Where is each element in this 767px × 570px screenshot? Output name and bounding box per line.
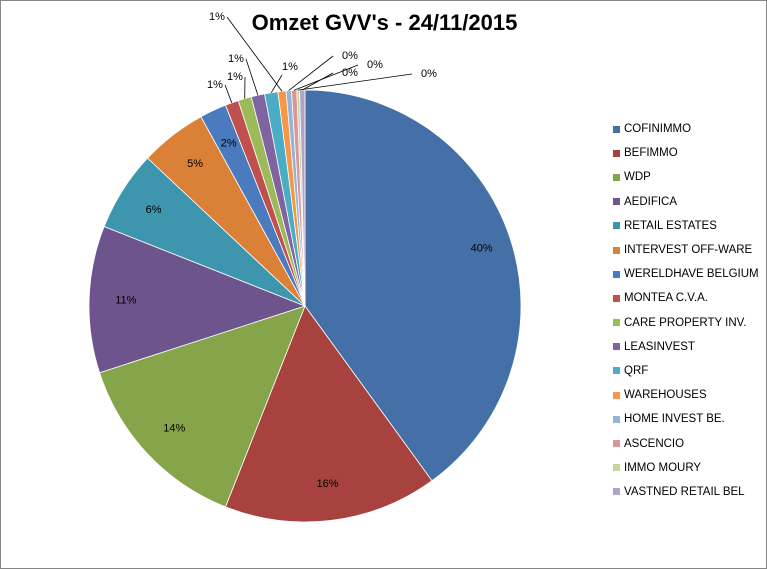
- data-label: 0%: [367, 59, 383, 71]
- legend-label: ASCENCIO: [624, 438, 684, 450]
- legend-item: COFINIMMO: [613, 117, 759, 141]
- data-label: 14%: [163, 423, 185, 435]
- data-label: 0%: [342, 67, 358, 79]
- legend-swatch: [613, 295, 620, 302]
- legend-item: INTERVEST OFF-WARE: [613, 238, 759, 262]
- legend-label: VASTNED RETAIL BEL: [624, 486, 745, 498]
- legend-swatch: [613, 271, 620, 278]
- legend-item: CARE PROPERTY INV.: [613, 311, 759, 335]
- data-label: 0%: [342, 50, 358, 62]
- legend: COFINIMMO BEFIMMO WDP AEDIFICA RETAIL ESTATE…: [613, 117, 759, 504]
- data-label: 11%: [115, 294, 136, 306]
- legend-label: COFINIMMO: [624, 123, 691, 135]
- legend-item: WERELDHAVE BELGIUM: [613, 262, 759, 286]
- legend-label: LEASINVEST: [624, 341, 695, 353]
- legend-label: CARE PROPERTY INV.: [624, 317, 747, 329]
- legend-swatch: [613, 319, 620, 326]
- legend-swatch: [613, 174, 620, 181]
- legend-item: WDP: [613, 165, 759, 189]
- legend-label: INTERVEST OFF-WARE: [624, 244, 752, 256]
- legend-label: BEFIMMO: [624, 147, 678, 159]
- data-label: 0%: [421, 68, 437, 80]
- legend-label: WERELDHAVE BELGIUM: [624, 268, 759, 280]
- data-label: 5%: [187, 158, 203, 170]
- data-label: 16%: [316, 478, 338, 490]
- data-label: 1%: [207, 79, 223, 91]
- legend-item: IMMO MOURY: [613, 456, 759, 480]
- legend-swatch: [613, 464, 620, 471]
- data-label: 1%: [282, 61, 298, 73]
- legend-swatch: [613, 392, 620, 399]
- legend-item: VASTNED RETAIL BEL: [613, 480, 759, 504]
- legend-label: AEDIFICA: [624, 196, 677, 208]
- data-label: 2%: [221, 138, 237, 150]
- data-label: 40%: [471, 243, 493, 255]
- legend-swatch: [613, 126, 620, 133]
- legend-item: QRF: [613, 359, 759, 383]
- legend-label: WAREHOUSES: [624, 389, 707, 401]
- legend-item: MONTEA C.V.A.: [613, 286, 759, 310]
- legend-swatch: [613, 416, 620, 423]
- legend-label: IMMO MOURY: [624, 462, 701, 474]
- leader-line: [225, 85, 232, 103]
- legend-label: MONTEA C.V.A.: [624, 292, 708, 304]
- legend-swatch: [613, 198, 620, 205]
- legend-item: WAREHOUSES: [613, 383, 759, 407]
- legend-swatch: [613, 367, 620, 374]
- legend-swatch: [613, 150, 620, 157]
- legend-swatch: [613, 488, 620, 495]
- legend-swatch: [613, 247, 620, 254]
- legend-label: RETAIL ESTATES: [624, 220, 717, 232]
- data-label: 1%: [227, 71, 243, 83]
- legend-swatch: [613, 343, 620, 350]
- legend-item: HOME INVEST BE.: [613, 407, 759, 431]
- legend-item: LEASINVEST: [613, 335, 759, 359]
- legend-label: HOME INVEST BE.: [624, 413, 725, 425]
- legend-swatch: [613, 222, 620, 229]
- legend-item: RETAIL ESTATES: [613, 214, 759, 238]
- legend-item: AEDIFICA: [613, 190, 759, 214]
- legend-label: WDP: [624, 171, 651, 183]
- legend-swatch: [613, 440, 620, 447]
- legend-item: BEFIMMO: [613, 141, 759, 165]
- legend-label: QRF: [624, 365, 648, 377]
- legend-item: ASCENCIO: [613, 431, 759, 455]
- leader-line: [246, 59, 258, 95]
- data-label: 6%: [146, 204, 162, 216]
- data-label: 1%: [228, 53, 244, 65]
- data-label: 1%: [209, 11, 225, 23]
